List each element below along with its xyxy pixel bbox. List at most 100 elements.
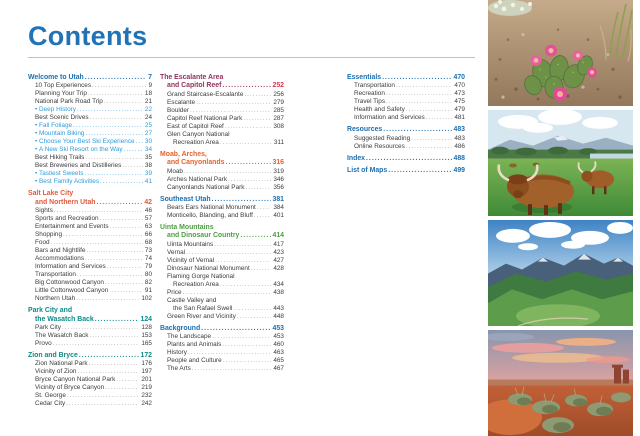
toc-section-title: Salt Lake City xyxy=(28,190,152,198)
page-number: 22 xyxy=(144,106,152,114)
photo-column xyxy=(488,0,633,436)
leader-dots xyxy=(109,287,143,295)
entry-label: Fall Foliage xyxy=(28,122,72,130)
page-number: 9 xyxy=(148,82,152,90)
entry-label: A New Ski Resort on the Way xyxy=(28,146,123,154)
leader-dots xyxy=(188,349,271,357)
toc-entry: Best Scenic Drives 24 xyxy=(28,114,152,122)
entry-label: Best Family Activities xyxy=(28,178,99,186)
entry-label: Park City xyxy=(35,324,61,332)
leader-dots xyxy=(105,384,139,392)
entry-label: Escalante xyxy=(167,98,196,106)
entry-label: Little Cottonwood Canyon xyxy=(35,287,109,295)
leader-dots xyxy=(406,106,453,114)
table-of-contents: Welcome to Utah710 Top Experiences9Plann… xyxy=(28,74,478,408)
page-number: 73 xyxy=(144,247,152,255)
entry-label: Suggested Reading xyxy=(354,134,411,142)
toc-entry: Sports and Recreation 57 xyxy=(28,215,152,223)
entry-label: Arches National Park xyxy=(167,175,228,183)
page-number: 91 xyxy=(144,287,152,295)
page-number: 38 xyxy=(144,162,152,170)
entry-label: The Landscape xyxy=(167,333,212,341)
toc-section: Index 488 xyxy=(347,155,465,163)
entry-label: Accommodations xyxy=(35,255,85,263)
entry-label: Canyonlands National Park xyxy=(167,183,245,191)
section-title-text: Uinta Mountains xyxy=(160,224,214,232)
page-number: 128 xyxy=(141,324,152,332)
photo-mountain-range xyxy=(488,220,633,326)
toc-section-title: Essentials 470 xyxy=(347,74,465,82)
entry-label: Entertainment and Events xyxy=(35,223,109,231)
leader-dots xyxy=(244,91,271,99)
leader-dots xyxy=(192,365,272,373)
entry-label: Capitol Reef National Park xyxy=(167,114,243,122)
leader-dots xyxy=(62,324,139,332)
entry-label: Grand Staircase-Escalante xyxy=(167,90,244,98)
page-number: 285 xyxy=(273,106,284,114)
entry-label: Vernal xyxy=(167,248,186,256)
entry-label: People and Culture xyxy=(167,357,222,365)
page-number: 242 xyxy=(141,400,152,408)
entry-label: Transportation xyxy=(354,82,395,90)
leader-dots xyxy=(51,239,143,247)
leader-dots xyxy=(366,155,452,163)
page-number: 35 xyxy=(144,154,152,162)
toc-entry: Transportation 80 xyxy=(28,271,152,279)
page-number: 434 xyxy=(273,280,284,288)
toc-section: Welcome to Utah710 Top Experiences9Plann… xyxy=(28,74,152,186)
entry-label: Best Scenic Drives xyxy=(35,114,89,122)
entry-label: East of Capitol Reef xyxy=(167,122,224,130)
leader-dots xyxy=(225,123,271,131)
entry-label: Travel Tips xyxy=(354,98,386,106)
toc-entry: Sights 46 xyxy=(28,207,152,215)
toc-entry: Bears Ears National Monument 384 xyxy=(160,204,284,212)
toc-section: Essentials470Transportation470Recreation… xyxy=(347,74,465,122)
toc-entry: Best Breweries and Distilleries 38 xyxy=(28,162,152,170)
page-number: 356 xyxy=(273,183,284,191)
entry-label: Uinta Mountains xyxy=(167,240,214,248)
leader-dots xyxy=(223,357,272,365)
leader-dots xyxy=(254,212,271,220)
leader-dots xyxy=(396,82,452,90)
photo-highland-cattle xyxy=(488,110,633,216)
page-number: 176 xyxy=(141,360,152,368)
page-number: 74 xyxy=(144,255,152,263)
entry-label: Glen Canyon National xyxy=(167,130,230,138)
leader-dots xyxy=(100,178,143,186)
section-title-text: Moab, Arches, xyxy=(160,150,207,158)
toc-entry: St. George 232 xyxy=(28,392,152,400)
toc-entry: Health and Safety 479 xyxy=(347,106,465,114)
entry-label: Recreation xyxy=(354,90,385,98)
entry-label: Bears Ears National Monument xyxy=(167,204,256,212)
leader-dots xyxy=(183,289,272,297)
toc-section-title: The Escalante Area xyxy=(160,74,284,82)
toc-entry: History 463 xyxy=(160,349,284,357)
page-number: 453 xyxy=(273,333,284,341)
entry-label: Health and Safety xyxy=(354,106,405,114)
leader-dots xyxy=(382,74,451,82)
entry-label: Online Resources xyxy=(354,142,405,150)
page-number: 63 xyxy=(144,223,152,231)
page-number: 448 xyxy=(273,312,284,320)
entry-label: Shopping xyxy=(35,231,63,239)
toc-entry: Deep History 22 xyxy=(28,106,152,114)
leader-dots xyxy=(116,376,139,384)
leader-dots xyxy=(97,199,143,207)
leader-dots xyxy=(73,122,143,130)
toc-entry: Monticello, Blanding, and Bluff 401 xyxy=(160,212,284,220)
entry-label: Dinosaur National Monument xyxy=(167,264,250,272)
section-title-text: Zion and Bryce xyxy=(28,352,78,360)
leader-dots xyxy=(86,130,143,138)
leader-dots xyxy=(77,368,139,376)
section-title-text: the Wasatch Back xyxy=(35,315,94,323)
section-title-text: Park City and xyxy=(28,307,73,315)
leader-dots xyxy=(215,257,271,265)
leader-dots xyxy=(411,135,452,143)
page-number: 316 xyxy=(272,159,285,167)
page-number: 24 xyxy=(144,114,152,122)
toc-entry: Price 438 xyxy=(160,289,284,297)
page-number: 197 xyxy=(141,368,152,376)
page-number: 82 xyxy=(144,279,152,287)
